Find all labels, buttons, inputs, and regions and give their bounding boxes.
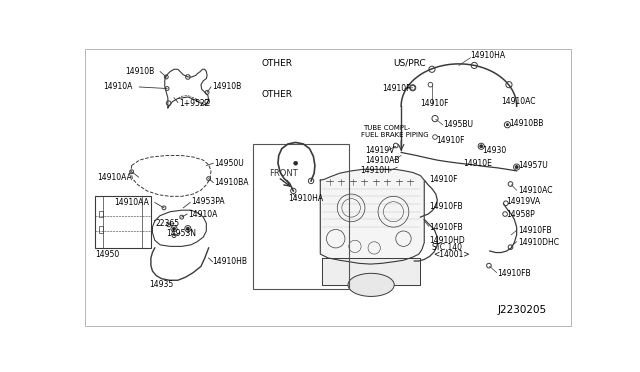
Circle shape — [506, 124, 509, 126]
Text: 14953PA: 14953PA — [191, 197, 225, 206]
Text: 14910A: 14910A — [188, 210, 217, 219]
Text: 14950U: 14950U — [214, 159, 244, 168]
Text: 14930: 14930 — [482, 145, 506, 155]
Bar — [95, 196, 151, 248]
Text: STC.140: STC.140 — [432, 243, 463, 253]
Text: 14910F: 14910F — [429, 175, 458, 184]
Text: 14910F: 14910F — [382, 84, 410, 93]
Ellipse shape — [348, 273, 394, 296]
Circle shape — [186, 227, 189, 230]
Text: 14910B: 14910B — [125, 67, 154, 76]
Circle shape — [515, 166, 518, 169]
Text: 14910HB: 14910HB — [212, 257, 248, 266]
Text: 14953N: 14953N — [166, 229, 196, 238]
Text: FUEL BRAKE PIPING: FUEL BRAKE PIPING — [361, 132, 429, 138]
Text: 14910BA: 14910BA — [214, 178, 248, 187]
Text: 22365: 22365 — [156, 219, 180, 228]
Text: 14910FB: 14910FB — [429, 222, 463, 232]
Text: 14910FB: 14910FB — [518, 227, 552, 235]
Text: 14910FB: 14910FB — [497, 269, 531, 278]
Text: 14950: 14950 — [95, 250, 120, 259]
Text: FRONT: FRONT — [269, 169, 298, 178]
Text: 14910F: 14910F — [436, 137, 464, 145]
Text: 14919V: 14919V — [365, 145, 394, 155]
Circle shape — [172, 227, 175, 230]
Text: 14910DHC: 14910DHC — [518, 238, 559, 247]
Bar — [99, 226, 103, 232]
Text: 14910A: 14910A — [103, 83, 132, 92]
Text: 14910AA: 14910AA — [114, 198, 149, 207]
Text: 14910AC: 14910AC — [501, 97, 536, 106]
Text: TUBE COMPL-: TUBE COMPL- — [363, 125, 410, 131]
Text: 14910E: 14910E — [463, 159, 492, 168]
Text: 14910F: 14910F — [420, 99, 449, 108]
Text: 1+952Z: 1+952Z — [179, 99, 211, 108]
Polygon shape — [322, 258, 420, 285]
Text: 14958P: 14958P — [507, 209, 536, 218]
Text: OTHER: OTHER — [261, 90, 292, 99]
Text: 14910HA: 14910HA — [470, 51, 506, 60]
Circle shape — [480, 145, 483, 148]
Text: 1495BU: 1495BU — [444, 120, 474, 129]
Bar — [253, 144, 349, 289]
Text: 14935: 14935 — [149, 280, 173, 289]
Text: OTHER: OTHER — [261, 59, 292, 68]
Text: 14910BB: 14910BB — [509, 119, 543, 128]
Text: US/PRC: US/PRC — [394, 59, 426, 68]
Text: 14910AA: 14910AA — [97, 173, 132, 182]
Text: 14910H: 14910H — [360, 166, 390, 176]
Text: J2230205: J2230205 — [497, 305, 547, 314]
Text: 14910FB: 14910FB — [429, 202, 463, 211]
Text: 14910AC: 14910AC — [518, 186, 553, 195]
Text: 14910HA: 14910HA — [288, 194, 323, 203]
Bar — [99, 211, 103, 217]
Text: <14001>: <14001> — [433, 250, 470, 259]
Text: 14910AB: 14910AB — [365, 155, 399, 165]
Text: 14919VA: 14919VA — [507, 197, 541, 206]
Text: 14910B: 14910B — [212, 83, 242, 92]
Text: 14910HD: 14910HD — [429, 236, 465, 245]
Polygon shape — [320, 169, 424, 264]
Circle shape — [294, 161, 298, 165]
Text: 14957U: 14957U — [518, 161, 548, 170]
